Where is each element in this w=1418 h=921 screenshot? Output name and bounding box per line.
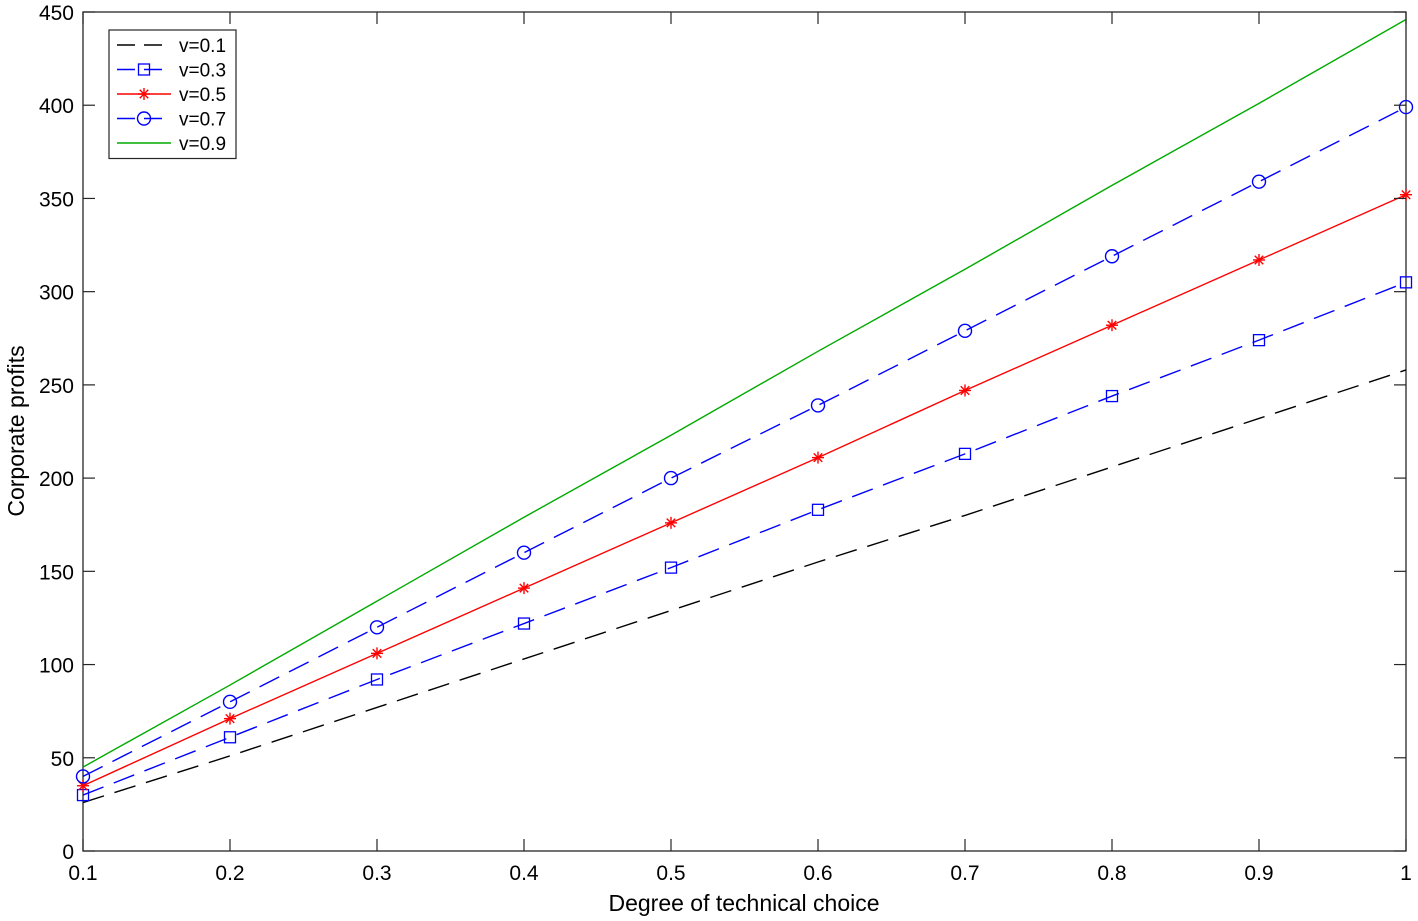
legend-item: v=0.7 (117, 110, 226, 131)
legend-label: v=0.3 (179, 61, 226, 82)
data-point (370, 673, 384, 686)
series-v=0.7 (75, 99, 1414, 784)
axes-box (82, 11, 1407, 852)
x-axis: 0.1 0.2 0.3 0.4 0.5 0.6 0.7 0.8 0.9 1 (68, 12, 1412, 885)
series-v=0.5 (77, 188, 1412, 792)
x-axis-label: Degree of technical choice (608, 890, 879, 916)
legend: v=0.1 v=0.3 v=0.5 v=0.7 v=0.9 (108, 29, 237, 160)
legend-item: v=0.1 (117, 36, 226, 57)
y-tick-label: 300 (39, 282, 74, 305)
data-point (810, 398, 826, 413)
x-tick-label: 0.7 (950, 862, 979, 885)
data-point (665, 516, 677, 529)
series-line (82, 106, 1407, 778)
data-point (957, 323, 973, 339)
data-point (517, 617, 531, 630)
x-tick-label: 0.4 (509, 862, 539, 885)
y-axis: 0 50 100 150 200 250 300 350 400 450 (39, 2, 1406, 864)
data-point (1105, 389, 1119, 403)
data-point (959, 384, 971, 397)
data-point (1104, 249, 1120, 264)
x-tick-label: 0.5 (656, 862, 685, 885)
data-point (1399, 276, 1413, 289)
legend-label: v=0.5 (179, 85, 226, 106)
y-tick-label: 200 (39, 468, 74, 491)
y-tick-label: 350 (39, 188, 74, 211)
y-tick-label: 450 (39, 2, 74, 25)
legend-marker-sample (136, 111, 152, 126)
data-point (1106, 319, 1118, 332)
series-line (82, 281, 1407, 796)
x-tick-label: 0.2 (215, 862, 244, 885)
series-line (82, 18, 1407, 768)
legend-marker-sample (137, 63, 151, 76)
x-tick-label: 0.8 (1097, 862, 1126, 885)
data-point (516, 545, 532, 560)
data-point (1252, 333, 1266, 347)
data-point (958, 447, 972, 461)
data-point (663, 470, 679, 486)
data-point (223, 731, 237, 744)
data-point (369, 620, 385, 635)
plot-area (75, 11, 1414, 852)
series-line (82, 369, 1407, 804)
legend-item: v=0.5 (117, 85, 226, 106)
y-tick-label: 100 (39, 655, 74, 678)
data-point (1251, 174, 1267, 189)
data-point (224, 712, 236, 725)
legend-label: v=0.9 (179, 134, 226, 155)
data-point (1253, 253, 1265, 266)
data-point (371, 647, 383, 660)
legend-marker-sample (138, 88, 150, 100)
data-point (811, 503, 825, 516)
y-tick-label: 250 (39, 375, 74, 398)
data-point (664, 561, 678, 574)
x-tick-label: 0.9 (1244, 862, 1273, 885)
y-tick-label: 150 (39, 561, 74, 584)
series-v=0.1 (82, 369, 1407, 804)
x-tick-label: 0.6 (803, 862, 832, 885)
y-tick-label: 50 (51, 748, 74, 771)
legend-item: v=0.9 (117, 134, 226, 155)
x-tick-label: 0.3 (362, 862, 391, 885)
series-v=0.3 (76, 276, 1413, 802)
data-point (518, 582, 530, 595)
data-point (222, 694, 238, 710)
y-tick-label: 400 (39, 95, 74, 118)
series-v=0.9 (82, 18, 1407, 768)
legend-item: v=0.3 (117, 61, 226, 82)
x-tick-label: 1 (1400, 862, 1412, 885)
legend-label: v=0.7 (179, 110, 226, 131)
data-point (812, 451, 824, 464)
data-point (1398, 99, 1414, 115)
y-axis-label: Corporate profits (3, 345, 29, 516)
y-tick-label: 0 (62, 841, 74, 864)
series-line (82, 194, 1407, 787)
legend-label: v=0.1 (179, 36, 226, 57)
x-tick-label: 0.1 (68, 862, 97, 885)
data-point (75, 769, 91, 784)
